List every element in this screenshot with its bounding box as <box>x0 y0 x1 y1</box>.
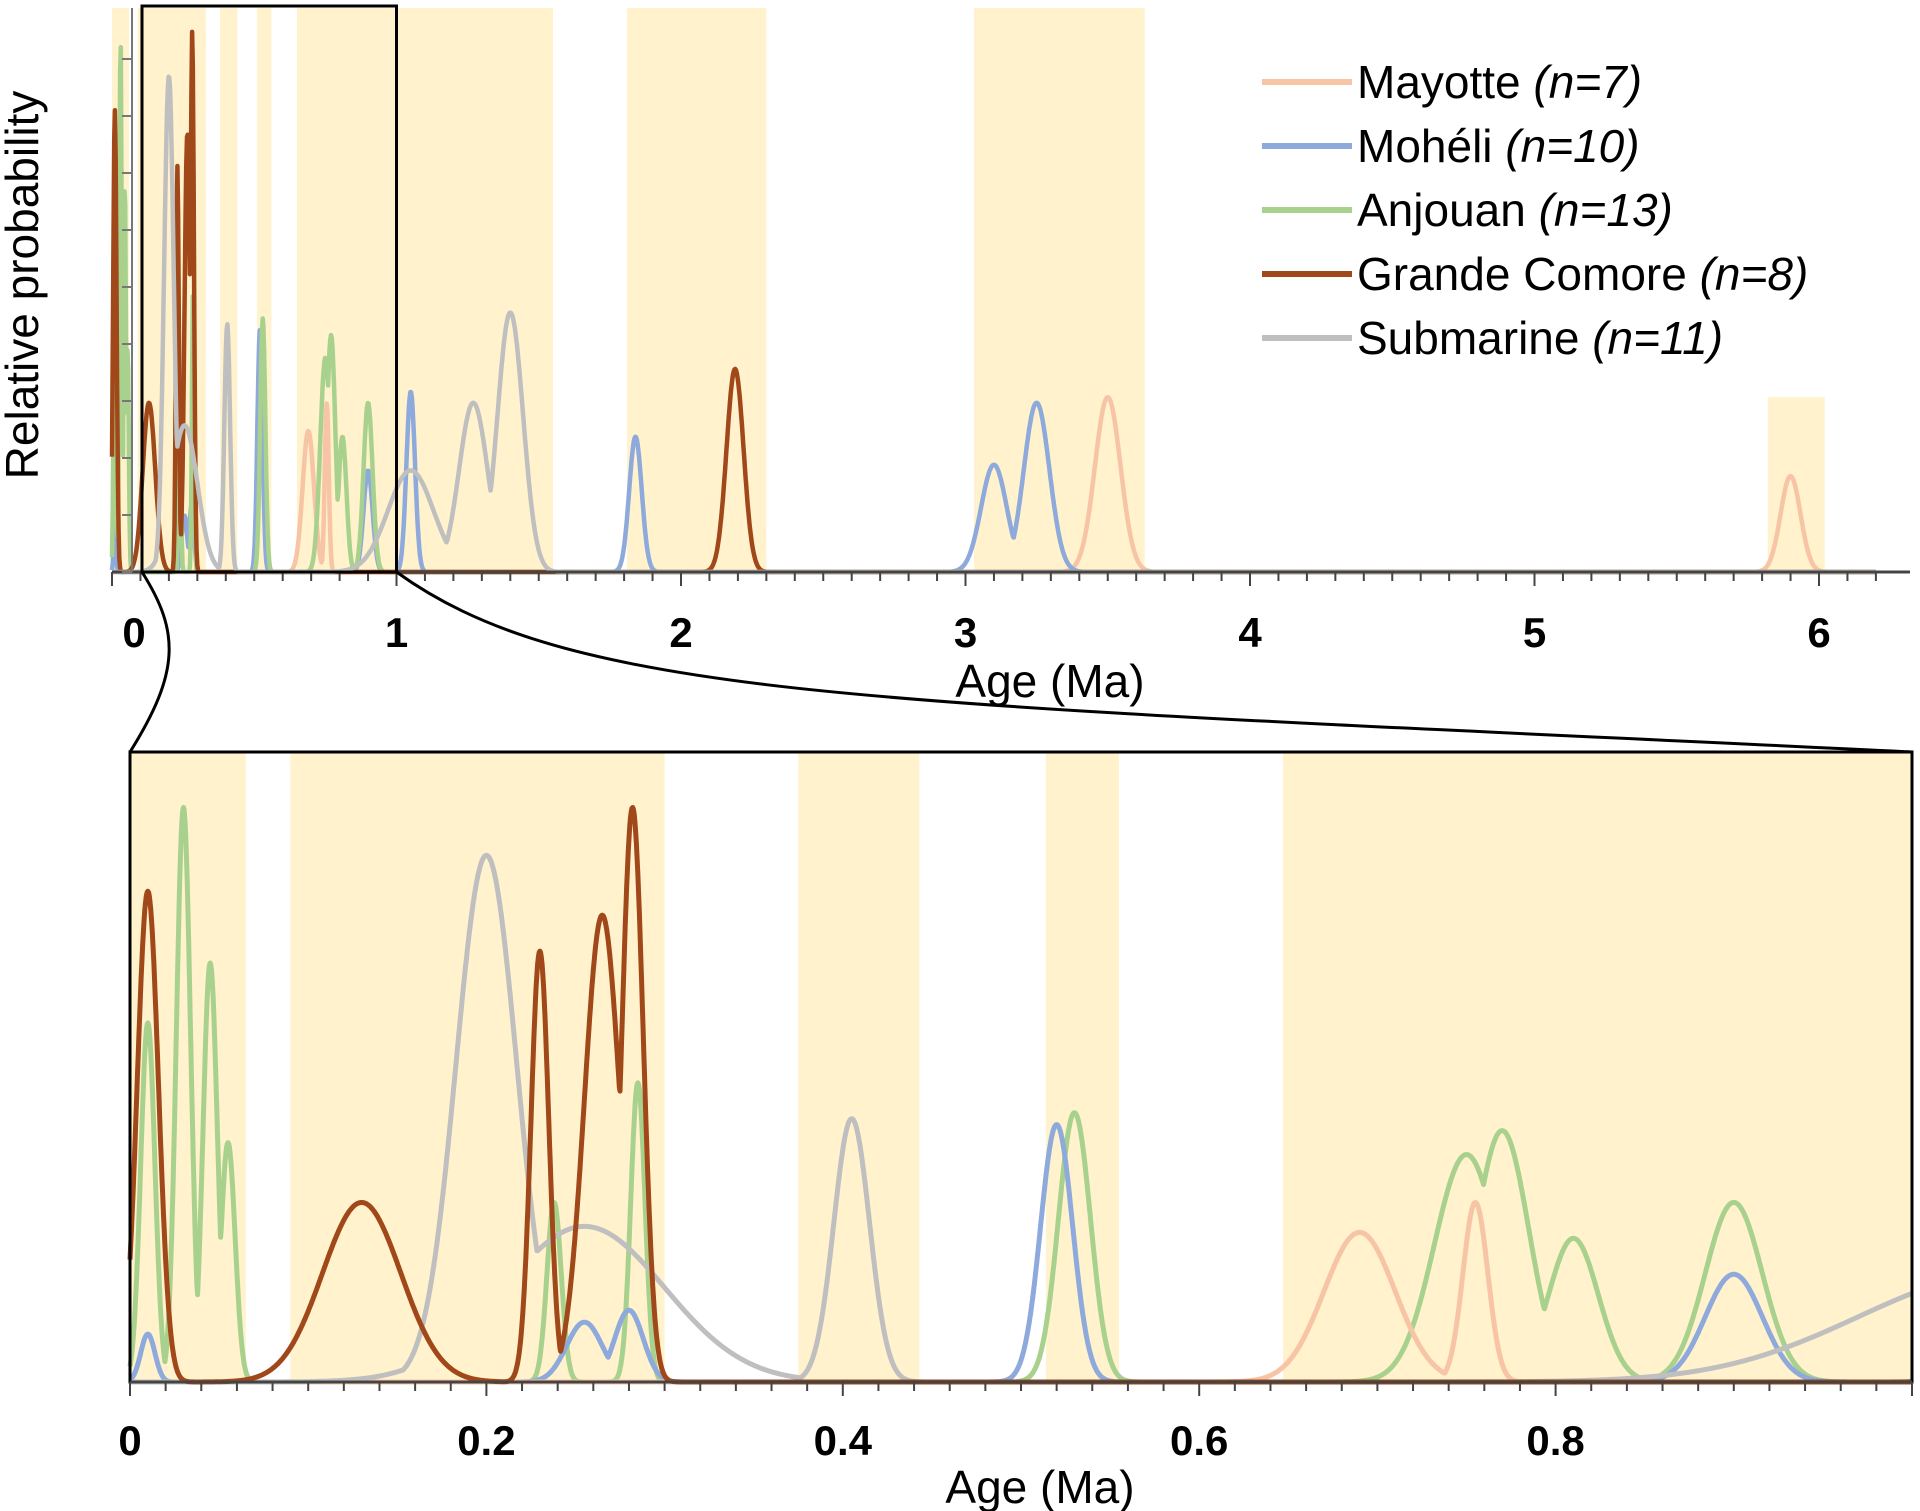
bottom-band <box>798 752 920 1382</box>
top-panel: 0 1 2 3 4 5 6 Age (Ma) Relative probability Ma… <box>0 4 1910 707</box>
bottom-axes <box>128 750 1914 1396</box>
top-x-tick-label: 4 <box>1238 609 1262 656</box>
zoom-connector-left <box>128 571 171 753</box>
zoom-connectors <box>128 570 1913 754</box>
top-x-axis-title: Age (Ma) <box>955 655 1144 707</box>
top-x-tick-label: 1 <box>385 609 408 656</box>
bottom-band <box>290 752 665 1382</box>
bottom-bands <box>130 752 1912 1382</box>
top-axes <box>111 4 1910 586</box>
top-band <box>626 8 767 572</box>
zoom-connector-right <box>395 570 1913 754</box>
top-x-tick-label: 5 <box>1523 609 1546 656</box>
zoom-box <box>140 4 398 574</box>
y-axis-title: Relative probability <box>0 91 48 480</box>
bottom-tick-labels: 0 0.2 0.4 0.6 0.8 <box>118 1417 1584 1464</box>
bottom-x-tick-label: 0.6 <box>1170 1417 1228 1464</box>
bottom-panel: 0 0.2 0.4 0.6 0.8 Age (Ma) <box>118 750 1914 1511</box>
bottom-band <box>1045 752 1120 1382</box>
top-band <box>974 8 1145 572</box>
legend: Mayotte (n=7) Mohéli (n=10) Anjouan (n=13)… <box>1262 56 1808 364</box>
bottom-x-tick-label: 0.8 <box>1526 1417 1584 1464</box>
legend-label: Anjouan (n=13) <box>1357 184 1673 236</box>
legend-label: Mohéli (n=10) <box>1357 120 1640 172</box>
top-x-tick-label: 6 <box>1807 609 1830 656</box>
top-x-tick-label: 2 <box>669 609 692 656</box>
bottom-x-tick-label: 0.2 <box>457 1417 515 1464</box>
top-x-tick-label: 3 <box>954 609 977 656</box>
legend-label: Mayotte (n=7) <box>1357 56 1642 108</box>
top-x-tick-label: 0 <box>122 609 145 656</box>
bottom-x-tick-label: 0 <box>118 1417 141 1464</box>
top-bands <box>112 8 1825 572</box>
legend-label: Grande Comore (n=8) <box>1357 248 1808 300</box>
top-tick-labels: 0 1 2 3 4 5 6 <box>122 609 1830 656</box>
bottom-x-axis-title: Age (Ma) <box>945 1461 1134 1511</box>
legend-label: Submarine (n=11) <box>1357 312 1723 364</box>
bottom-x-tick-label: 0.4 <box>814 1417 873 1464</box>
